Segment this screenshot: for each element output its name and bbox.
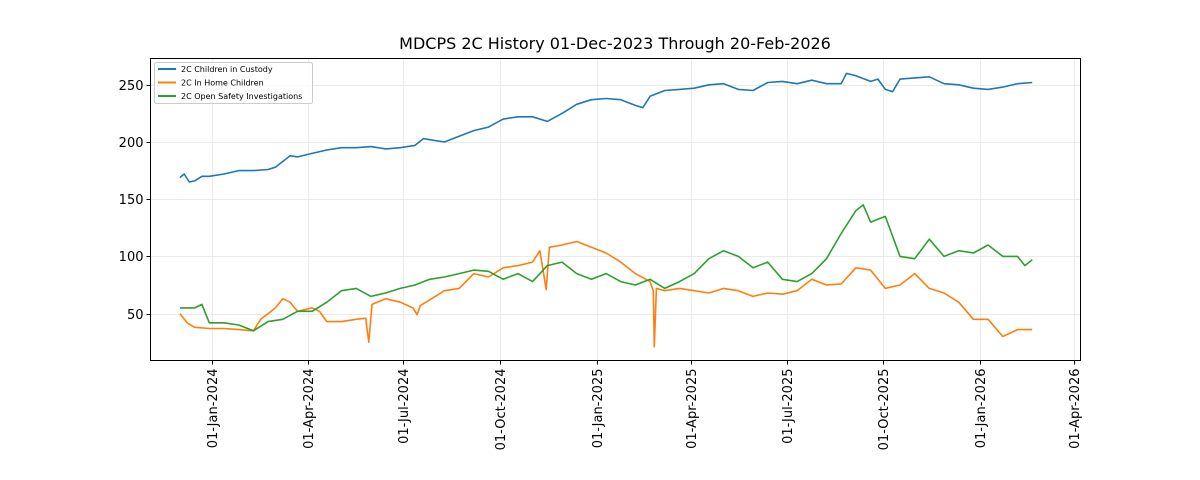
x-tick-label: 01-Jul-2024 (397, 369, 412, 444)
x-tick-label: 01-Apr-2026 (1068, 369, 1083, 449)
x-axis: 01-Jan-2024 01-Apr-2024 01-Jul-2024 01-Oct-… (206, 360, 1083, 451)
chart-title: MDCPS 2C History 01-Dec-2023 Through 20-… (399, 34, 831, 53)
legend-label: 2C In Home Children (181, 79, 264, 88)
y-tick-label: 100 (119, 250, 144, 265)
x-tick-label: 01-Jan-2026 (974, 369, 989, 449)
x-tick-label: 01-Apr-2024 (302, 369, 317, 449)
x-tick-label: 01-Apr-2025 (685, 369, 700, 449)
legend-label: 2C Children in Custody (181, 65, 273, 74)
y-tick-label: 200 (119, 136, 144, 151)
x-tick-label: 01-Jan-2025 (591, 369, 606, 449)
y-axis: 50 100 150 200 250 (119, 79, 151, 323)
series-line-2 (179, 204, 1033, 332)
legend: 2C Children in Custody 2C In Home Childre… (154, 62, 313, 104)
legend-label: 2C Open Safety Investigations (181, 92, 302, 101)
series-layer (179, 72, 1033, 348)
x-tick-label: 01-Jan-2024 (206, 369, 221, 449)
x-tick-label: 01-Oct-2024 (494, 369, 509, 451)
x-tick-label: 01-Oct-2025 (877, 369, 892, 451)
x-tick-label: 01-Jul-2025 (781, 369, 796, 444)
y-tick-label: 50 (127, 308, 144, 323)
series-line-0 (179, 72, 1033, 183)
grid (150, 58, 1081, 361)
legend-box (154, 62, 313, 104)
y-tick-label: 150 (119, 193, 144, 208)
y-tick-label: 250 (119, 79, 144, 94)
plot-frame (150, 58, 1081, 361)
